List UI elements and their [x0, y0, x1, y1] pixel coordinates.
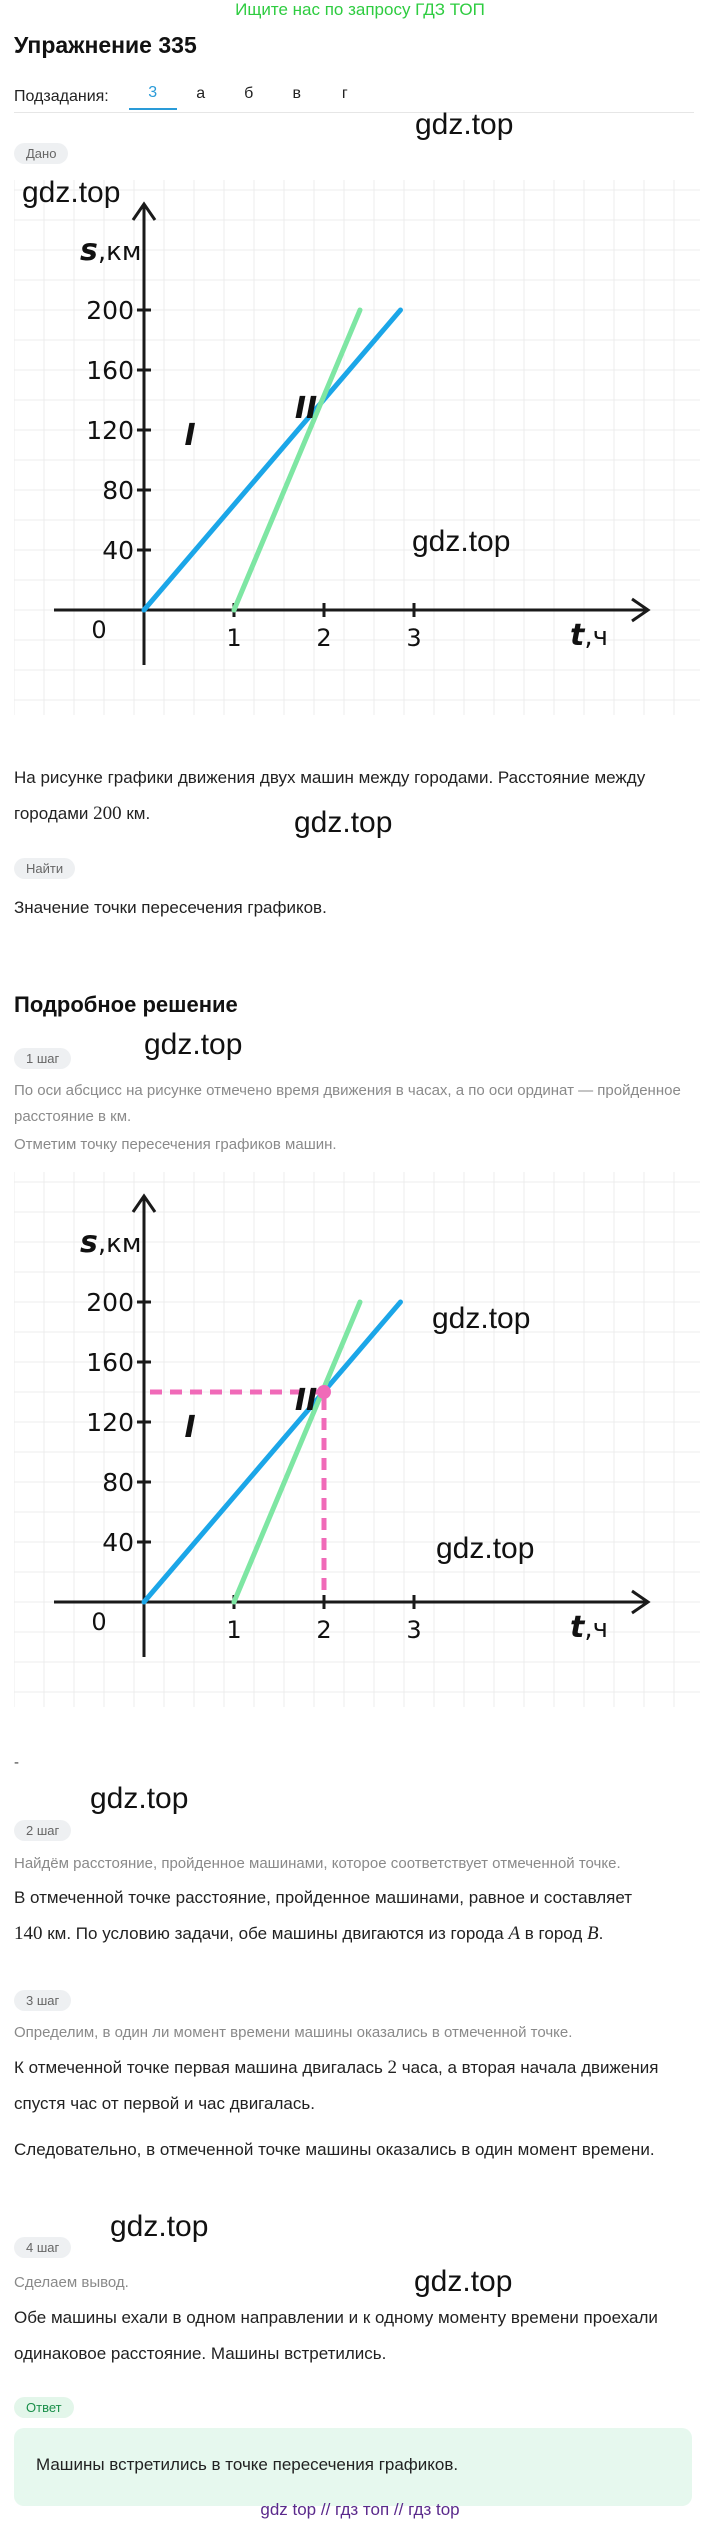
find-badge: Найти [14, 858, 76, 879]
stray-dash: - [14, 1754, 19, 1771]
x-tick-label: 3 [406, 1616, 421, 1644]
given-distance: 200 [93, 803, 122, 824]
footer-links: gdz top // гдз топ // гдз top [0, 2500, 720, 2520]
grid [13, 1172, 700, 1707]
city-a: A [508, 1923, 521, 1944]
origin-label: 0 [91, 1608, 106, 1636]
axes [54, 201, 651, 665]
step2-hint: Найдём расстояние, пройденное машинами, … [14, 1855, 621, 1872]
intersection-point [317, 1385, 331, 1399]
answer-box: Машины встретились в точке пересечения г… [14, 2428, 692, 2506]
given-text: На рисунке графики движения двух машин м… [14, 768, 646, 824]
y-tick-label: 120 [86, 1408, 134, 1437]
tab-3[interactable]: 3 [128, 84, 177, 110]
step4-text: Обе машины ехали в одном направлении и к… [14, 2308, 658, 2363]
x-tick-label: 1 [226, 624, 241, 652]
y-axis-label: s,км [80, 233, 141, 268]
watermark: gdz.top [436, 1532, 535, 1565]
step4-badge: 4 шаг [14, 2237, 72, 2258]
step2-value: 140 [14, 1923, 43, 1944]
y-tick-label: 160 [86, 1348, 134, 1377]
step3-conclusion: Следовательно, в отмеченной точке машины… [14, 2140, 655, 2159]
x-axis-label: t,ч [570, 1610, 608, 1645]
city-b: B [587, 1923, 599, 1944]
series-label-I: I [185, 418, 196, 453]
watermark: gdz.top [144, 1028, 243, 1061]
watermark: gdz.top [90, 1782, 189, 1815]
step1-badge: 1 шаг [14, 1048, 72, 1069]
find-text: Значение точки пересечения графиков. [14, 898, 327, 917]
step1-hint: По оси абсцисс на рисунке отмечено время… [14, 1082, 681, 1125]
series-label-I: I [185, 1410, 196, 1445]
watermark: gdz.top [294, 806, 393, 839]
series-line-II [231, 307, 363, 613]
answer-badge: Ответ [14, 2397, 74, 2418]
axes [54, 1193, 651, 1657]
watermark: gdz.top [412, 525, 511, 558]
series-label-II: II [295, 1383, 317, 1418]
x-axis-label: t,ч [570, 618, 608, 653]
step2-badge: 2 шаг [14, 1820, 72, 1841]
x-axis-arrow [631, 1589, 651, 1615]
y-tick-label: 200 [86, 296, 134, 325]
watermark: gdz.top [415, 108, 514, 141]
y-axis-arrow [131, 1193, 157, 1213]
subtasks-label: Подзадания: [14, 88, 109, 105]
y-tick-label: 40 [102, 536, 134, 565]
chart-solution: 1 2 3 40 80 120 160 200 0 s,км t,ч I II [13, 1172, 700, 1707]
solution-title: Подробное решение [14, 992, 238, 1017]
y-tick-label: 80 [102, 476, 134, 505]
watermark: gdz.top [22, 176, 121, 209]
tab-a[interactable]: а [196, 85, 206, 102]
footer-link-3[interactable]: гдз top [408, 2500, 460, 2519]
y-tick-label: 160 [86, 356, 134, 385]
given-badge: Дано [14, 143, 69, 164]
page-title: Упражнение 335 [14, 32, 197, 58]
footer-link-1[interactable]: gdz top [260, 2500, 317, 2519]
footer-sep-1: // [320, 2500, 331, 2519]
series-line-I [141, 307, 403, 613]
tab-b[interactable]: б [244, 85, 254, 102]
footer-sep-2: // [393, 2500, 404, 2519]
y-tick-label: 120 [86, 416, 134, 445]
y-axis-arrow [131, 201, 157, 221]
chart-given: 1 2 3 40 80 120 160 200 0 s,км t,ч I II [13, 180, 700, 715]
step1-hint2: Отметим точку пересечения графиков машин… [14, 1136, 337, 1153]
x-tick-label: 3 [406, 624, 421, 652]
subtasks-tabs: Подзадания: 3 а б в г [14, 84, 369, 110]
series-label-II: II [295, 391, 317, 426]
series-line-II [231, 1299, 363, 1605]
y-tick-label: 200 [86, 1288, 134, 1317]
y-tick-label: 80 [102, 1468, 134, 1497]
step2-text: В отмеченной точке расстояние, пройденно… [14, 1888, 633, 1944]
x-tick-label: 2 [316, 1616, 331, 1644]
step3-text: К отмеченной точке первая машина двигала… [14, 2057, 659, 2113]
x-tick-label: 1 [226, 1616, 241, 1644]
watermark: gdz.top [414, 2265, 513, 2298]
origin-label: 0 [91, 616, 106, 644]
tab-g[interactable]: г [341, 85, 348, 102]
x-axis-arrow [631, 597, 651, 623]
tabs-divider [14, 112, 694, 113]
step3-hours: 2 [387, 2057, 398, 2078]
step4-hint: Сделаем вывод. [14, 2274, 129, 2291]
footer-link-2[interactable]: гдз топ [335, 2500, 390, 2519]
search-banner: Ищите нас по запросу ГДЗ ТОП [235, 0, 485, 19]
watermark: gdz.top [432, 1302, 531, 1335]
tab-v[interactable]: в [292, 85, 301, 102]
series-line-I [141, 1299, 403, 1605]
y-axis-label: s,км [80, 1225, 141, 1260]
y-tick-label: 40 [102, 1528, 134, 1557]
x-tick-label: 2 [316, 624, 331, 652]
step3-hint: Определим, в один ли момент времени маши… [14, 2024, 573, 2041]
answer-text: Машины встретились в точке пересечения г… [36, 2455, 459, 2474]
step3-badge: 3 шаг [14, 1990, 72, 2011]
intersection-guide [150, 1389, 327, 1596]
watermark: gdz.top [110, 2210, 209, 2243]
